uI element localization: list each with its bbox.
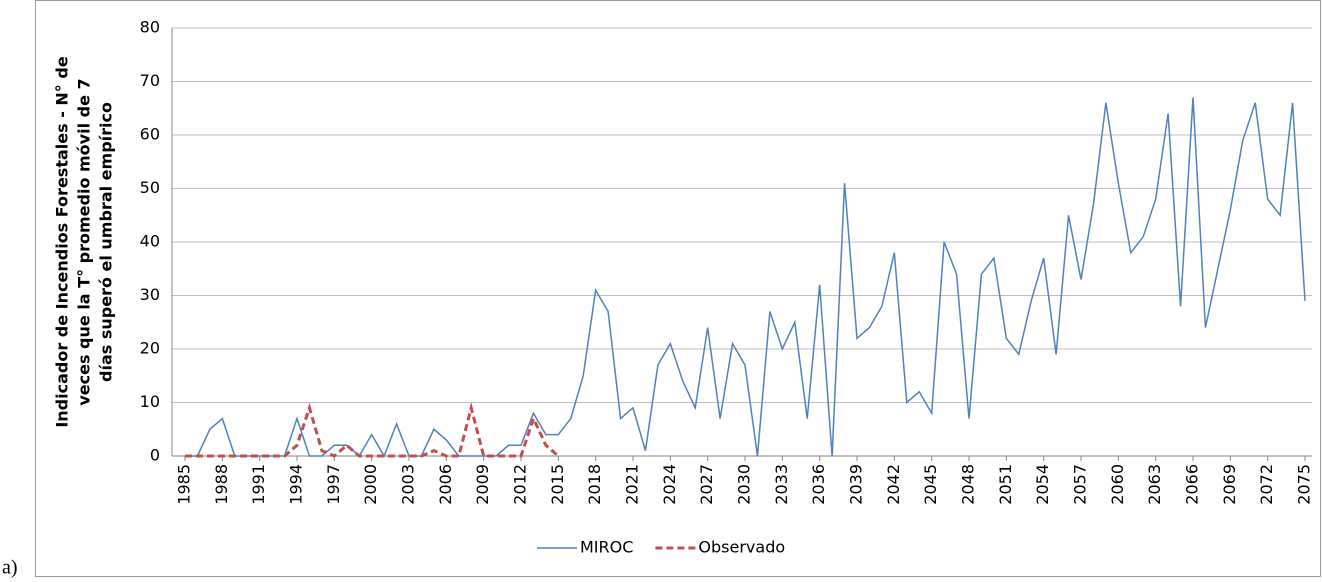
x-tick-label: 2027 [697,464,716,505]
panel-label: a) [2,557,18,578]
y-tick-label: 20 [140,339,160,358]
y-tick-label: 50 [140,178,160,197]
y-label-line: veces que la T° promedio móvil de 7 [75,78,94,405]
y-tick-label: 80 [140,18,160,37]
x-tick-label: 2075 [1295,464,1314,505]
y-label-line: Indicador de Incendios Forestales - N° d… [53,56,72,427]
legend-label: Observado [698,538,785,557]
x-tick-label: 2039 [847,464,866,505]
x-tick-label: 1994 [287,464,306,505]
x-tick-label: 2054 [1033,464,1052,505]
y-label-line: días superó el umbral empírico [97,102,116,382]
x-tick-label: 2006 [436,464,455,505]
x-tick-label: 2012 [511,464,530,505]
series-line [185,97,1306,458]
x-tick-label: 2018 [585,464,604,505]
y-tick-label: 40 [140,232,160,251]
x-tick-label: 2066 [1183,464,1202,505]
x-tick-label: 2045 [921,464,940,505]
x-tick-label: 2003 [399,464,418,505]
y-tick-label: 30 [140,285,160,304]
x-tick-label: 2021 [623,464,642,505]
x-tick-label: 1997 [324,464,343,505]
x-tick-label: 2060 [1108,464,1127,505]
x-tick-label: 2072 [1257,464,1276,505]
x-tick-label: 2069 [1220,464,1239,505]
x-tick-label: 1985 [175,464,194,505]
x-tick-label: 2057 [1071,464,1090,505]
x-tick-label: 1988 [212,464,231,505]
x-tick-label: 2030 [735,464,754,505]
y-tick-label: 0 [150,446,160,465]
y-tick-label: 60 [140,125,160,144]
legend-label: MIROC [580,538,633,557]
x-tick-label: 2042 [884,464,903,505]
y-tick-label: 70 [140,71,160,90]
x-tick-label: 2063 [1145,464,1164,505]
chart-border [35,0,1321,577]
y-tick-label: 10 [140,392,160,411]
x-tick-label: 2009 [473,464,492,505]
x-tick-label: 2015 [548,464,567,505]
y-axis-title: Indicador de Incendios Forestales - N° d… [53,56,116,427]
x-tick-label: 2036 [809,464,828,505]
x-tick-label: 2048 [959,464,978,505]
series-line [185,401,560,458]
x-tick-label: 2024 [660,464,679,505]
x-tick-label: 2033 [772,464,791,505]
x-tick-label: 2051 [996,464,1015,505]
x-tick-label: 1991 [249,464,268,505]
x-tick-label: 2000 [361,464,380,505]
